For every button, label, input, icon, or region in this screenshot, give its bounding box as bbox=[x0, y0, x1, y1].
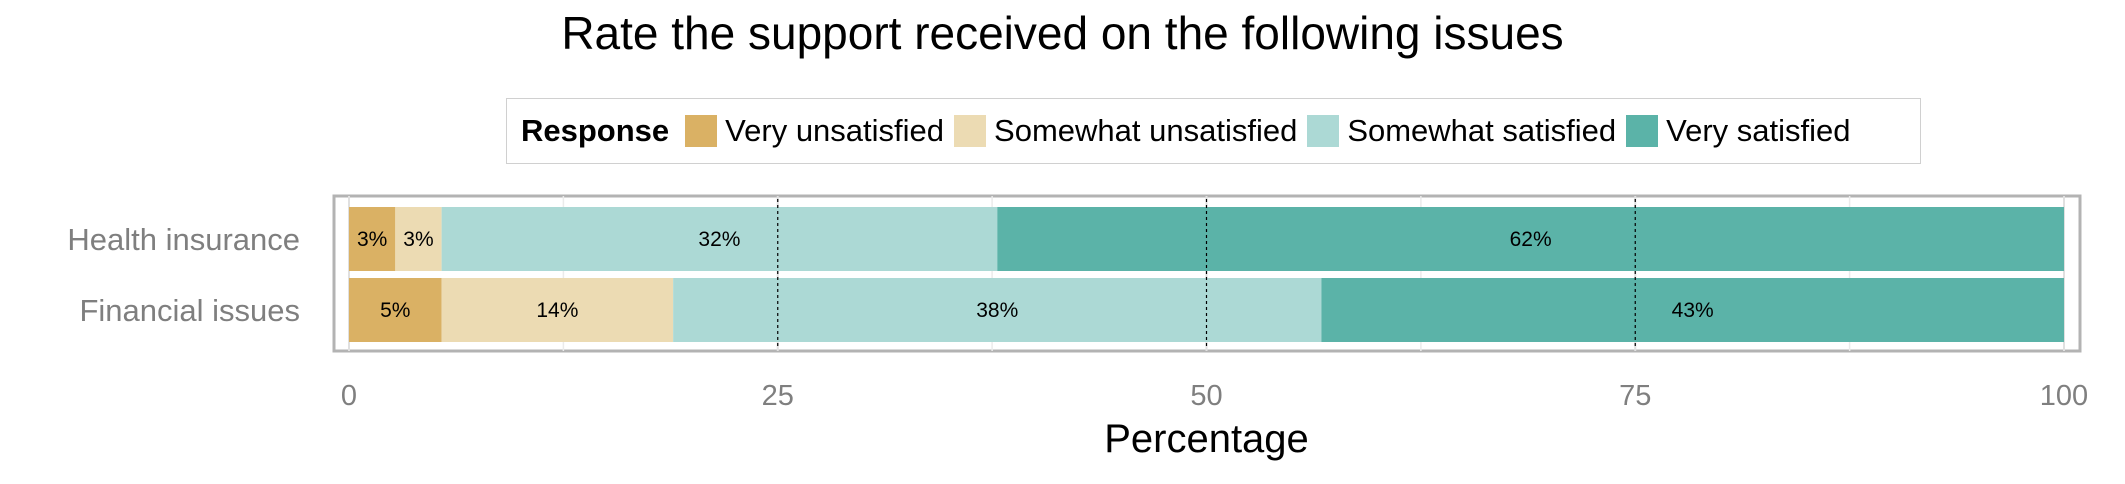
legend-item-somewhat-satisfied: Somewhat satisfied bbox=[1307, 113, 1616, 149]
bar-1-0 bbox=[349, 278, 442, 342]
y-tick-label: Health insurance bbox=[67, 222, 300, 257]
x-tick-label: 100 bbox=[2040, 380, 2088, 412]
legend-swatch bbox=[1626, 115, 1659, 147]
x-tick-label: 75 bbox=[1619, 380, 1651, 412]
x-tick-label: 25 bbox=[762, 380, 794, 412]
data-label: 62% bbox=[1510, 228, 1552, 251]
bar-0-0 bbox=[349, 207, 396, 271]
data-label: 3% bbox=[403, 228, 433, 251]
legend-item-very-satisfied: Very satisfied bbox=[1626, 113, 1851, 149]
bar-0-1 bbox=[395, 207, 442, 271]
legend-swatch bbox=[1307, 115, 1340, 147]
legend-label: Somewhat satisfied bbox=[1347, 113, 1617, 148]
bar-1-3 bbox=[1321, 278, 2064, 342]
legend-label: Somewhat unsatisfied bbox=[994, 113, 1298, 148]
data-label: 43% bbox=[1672, 299, 1714, 322]
bar-0-2 bbox=[441, 207, 998, 271]
data-label: 38% bbox=[976, 299, 1018, 322]
chart-title: Rate the support received on the followi… bbox=[561, 7, 1564, 59]
data-label: 32% bbox=[698, 228, 740, 251]
legend: Response Very unsatisfied Somewhat unsat… bbox=[506, 98, 1921, 164]
legend-label: Very satisfied bbox=[1666, 113, 1851, 148]
legend-item-very-unsatisfied: Very unsatisfied bbox=[685, 113, 944, 149]
bar-1-1 bbox=[441, 278, 674, 342]
legend-item-somewhat-unsatisfied: Somewhat unsatisfied bbox=[954, 113, 1297, 149]
bar-1-2 bbox=[673, 278, 1322, 342]
x-axis-title: Percentage bbox=[1104, 417, 1309, 461]
legend-label: Very unsatisfied bbox=[725, 113, 945, 148]
legend-swatch bbox=[685, 115, 718, 147]
y-tick-label: Financial issues bbox=[79, 293, 300, 328]
data-label: 14% bbox=[536, 299, 578, 322]
legend-swatch bbox=[954, 115, 987, 147]
x-tick-label: 50 bbox=[1190, 380, 1222, 412]
bar-0-3 bbox=[997, 207, 2064, 271]
data-label: 3% bbox=[357, 228, 387, 251]
x-tick-label: 0 bbox=[341, 380, 357, 412]
legend-title: Response bbox=[521, 113, 670, 148]
data-label: 5% bbox=[380, 299, 410, 322]
